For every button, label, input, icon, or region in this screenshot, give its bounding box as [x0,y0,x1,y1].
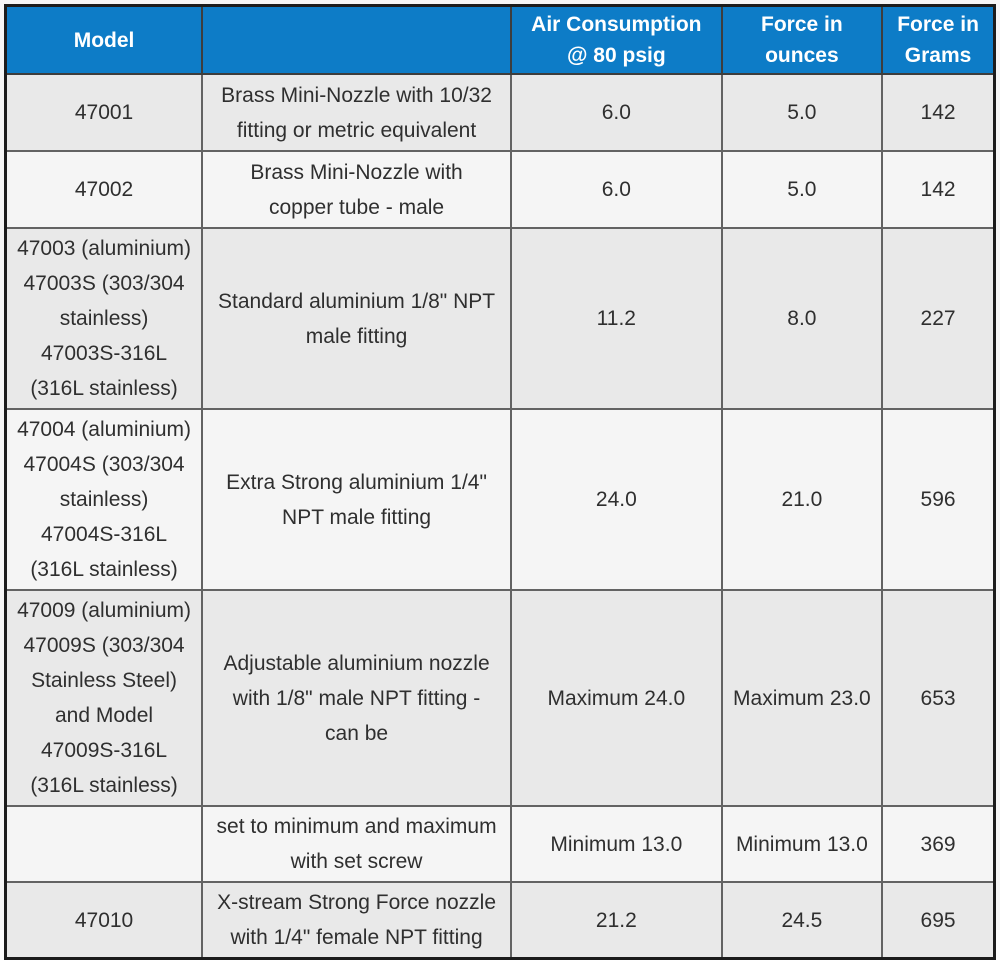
force-ounces-cell: 8.0 [720,227,884,410]
air-consumption-cell: 6.0 [510,150,723,229]
nozzle-spec-table: Model Air Consumption @ 80 psig Force in… [4,4,996,960]
header-cell-model: Model [4,4,204,75]
description-cell: set to minimum and maximum with set scre… [201,805,513,883]
model-cell: 47002 [4,150,204,229]
air-consumption-cell: Minimum 13.0 [510,805,723,883]
force-ounces-cell: 24.5 [720,881,884,960]
header-cell-force-grams: Force in Grams [881,4,996,75]
force-grams-cell: 596 [881,408,996,591]
table-row: 47004 (aluminium) 47004S (303/304 stainl… [4,408,996,591]
model-cell: 47009 (aluminium) 47009S (303/304 Stainl… [4,589,204,807]
description-cell: Brass Mini-Nozzle with copper tube - mal… [201,150,513,229]
force-grams-cell: 142 [881,73,996,152]
air-consumption-cell: 24.0 [510,408,723,591]
model-cell [4,805,204,883]
model-cell: 47004 (aluminium) 47004S (303/304 stainl… [4,408,204,591]
model-cell: 47010 [4,881,204,960]
air-consumption-cell: 21.2 [510,881,723,960]
force-ounces-cell: 5.0 [720,73,884,152]
table-row: 47001 Brass Mini-Nozzle with 10/32 fitti… [4,73,996,152]
air-consumption-cell: 11.2 [510,227,723,410]
model-cell: 47001 [4,73,204,152]
force-ounces-cell: 5.0 [720,150,884,229]
force-ounces-cell: Minimum 13.0 [720,805,884,883]
header-cell-air-consumption: Air Consumption @ 80 psig [510,4,723,75]
force-grams-cell: 227 [881,227,996,410]
description-cell: Extra Strong aluminium 1/4" NPT male fit… [201,408,513,591]
force-grams-cell: 653 [881,589,996,807]
table-row: 47002 Brass Mini-Nozzle with copper tube… [4,150,996,229]
description-cell: Brass Mini-Nozzle with 10/32 fitting or … [201,73,513,152]
table-row: 47003 (aluminium) 47003S (303/304 stainl… [4,227,996,410]
force-ounces-cell: Maximum 23.0 [720,589,884,807]
table-row: 47010 X-stream Strong Force nozzle with … [4,881,996,960]
force-grams-cell: 142 [881,150,996,229]
header-cell-force-ounces: Force in ounces [720,4,884,75]
header-cell-description [201,4,513,75]
air-consumption-cell: 6.0 [510,73,723,152]
table-row: set to minimum and maximum with set scre… [4,805,996,883]
force-grams-cell: 369 [881,805,996,883]
air-consumption-cell: Maximum 24.0 [510,589,723,807]
description-cell: Standard aluminium 1/8" NPT male fitting [201,227,513,410]
table-row: 47009 (aluminium) 47009S (303/304 Stainl… [4,589,996,807]
header-row: Model Air Consumption @ 80 psig Force in… [4,4,996,75]
force-grams-cell: 695 [881,881,996,960]
force-ounces-cell: 21.0 [720,408,884,591]
model-cell: 47003 (aluminium) 47003S (303/304 stainl… [4,227,204,410]
description-cell: X-stream Strong Force nozzle with 1/4" f… [201,881,513,960]
page-background: Model Air Consumption @ 80 psig Force in… [4,4,996,960]
description-cell: Adjustable aluminium nozzle with 1/8" ma… [201,589,513,807]
